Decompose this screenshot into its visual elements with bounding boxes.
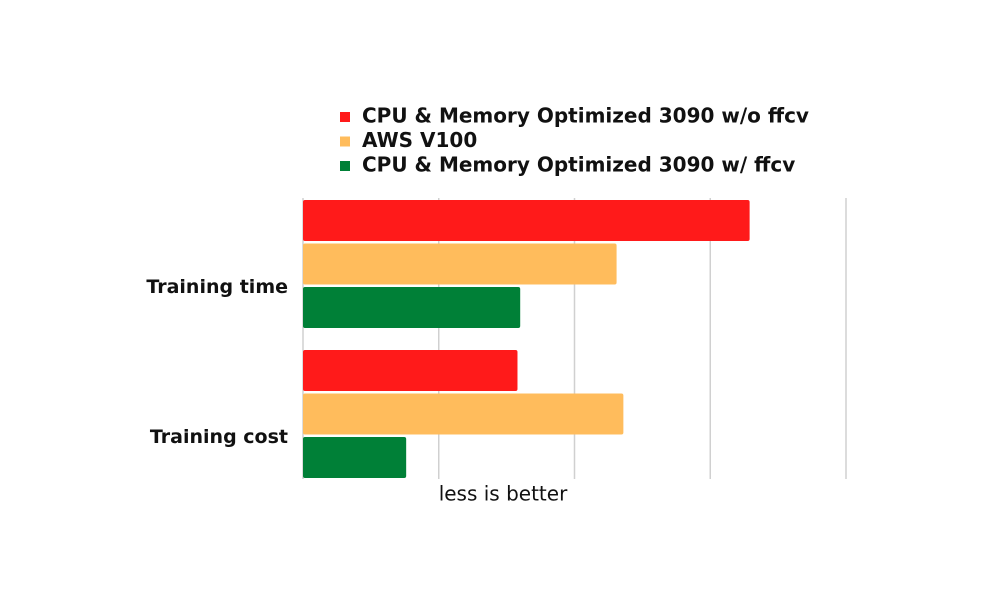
legend-swatch — [340, 136, 350, 147]
legend-label: CPU & Memory Optimized 3090 w/ ffcv — [362, 153, 795, 177]
bar — [303, 287, 521, 328]
y-tick-label: Training cost — [150, 426, 288, 448]
bar — [303, 393, 624, 435]
bar — [303, 350, 518, 391]
bar — [303, 437, 407, 478]
bar — [303, 243, 617, 285]
legend-swatch — [340, 161, 350, 171]
legend-swatch — [340, 112, 350, 122]
bar — [303, 200, 750, 241]
x-axis-label: less is better — [439, 482, 568, 506]
legend-label: CPU & Memory Optimized 3090 w/o ffcv — [362, 104, 809, 128]
legend-label: AWS V100 — [362, 128, 477, 152]
y-tick-label: Training time — [146, 276, 288, 298]
